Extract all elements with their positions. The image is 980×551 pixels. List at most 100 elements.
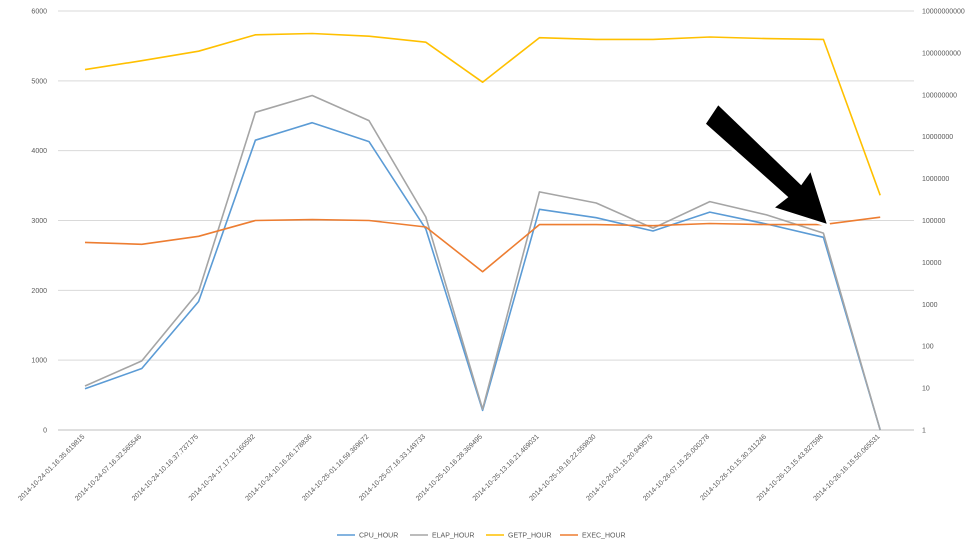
left-axis: 0 1000 2000 3000 4000 5000 6000 xyxy=(31,9,47,435)
right-tick-label: 100000000 xyxy=(922,92,957,99)
data-point-getp-hour xyxy=(879,194,881,196)
data-point-exec-hour xyxy=(879,216,881,218)
data-point-getp-hour xyxy=(311,32,313,34)
data-point-exec-hour xyxy=(709,222,711,224)
data-point-elap-hour xyxy=(197,291,199,293)
data-point-elap-hour xyxy=(481,408,483,410)
data-point-elap-hour xyxy=(652,227,654,229)
data-point-elap-hour xyxy=(709,200,711,202)
data-point-exec-hour xyxy=(84,241,86,243)
data-point-cpu-hour xyxy=(595,217,597,219)
data-point-exec-hour xyxy=(595,223,597,225)
right-tick-label: 1000000 xyxy=(922,176,949,183)
data-point-elap-hour xyxy=(765,214,767,216)
legend-label: GETP_HOUR xyxy=(508,533,552,540)
data-point-getp-hour xyxy=(765,37,767,39)
x-tick-label: 2014-10-24-01.16.35.619815 xyxy=(17,433,86,502)
data-point-getp-hour xyxy=(368,35,370,37)
right-axis: 1 10 100 1000 10000 100000 1000000 10000000 1000… xyxy=(922,9,965,435)
right-tick-label: 10000 xyxy=(922,260,942,267)
left-tick-label: 3000 xyxy=(31,218,47,225)
right-tick-label: 10000000000 xyxy=(922,9,965,16)
x-tick-label: 2014-10-24-17.17.12.160592 xyxy=(188,433,257,502)
data-point-cpu-hour xyxy=(368,140,370,142)
left-tick-label: 6000 xyxy=(31,9,47,16)
data-point-elap-hour xyxy=(84,385,86,387)
data-point-exec-hour xyxy=(481,270,483,272)
series-line-elap-hour xyxy=(84,94,881,431)
left-tick-label: 4000 xyxy=(31,148,47,155)
data-point-getp-hour xyxy=(652,38,654,40)
right-tick-label: 100 xyxy=(922,344,934,351)
data-point-getp-hour xyxy=(538,37,540,39)
data-point-getp-hour xyxy=(254,34,256,36)
x-tick-label: 2014-10-25-19.16.22.559830 xyxy=(529,433,598,502)
right-tick-label: 10 xyxy=(922,386,930,393)
gridlines xyxy=(58,10,914,431)
legend-label: ELAP_HOUR xyxy=(432,533,474,540)
data-point-exec-hour xyxy=(425,226,427,228)
data-point-elap-hour xyxy=(141,360,143,362)
data-point-getp-hour xyxy=(197,50,199,52)
right-tick-label: 1000000000 xyxy=(922,50,961,57)
series-line-cpu-hour xyxy=(84,121,881,431)
data-point-cpu-hour xyxy=(652,230,654,232)
data-point-elap-hour xyxy=(254,111,256,113)
arrow-icon xyxy=(702,100,832,229)
data-point-cpu-hour xyxy=(84,388,86,390)
left-tick-label: 2000 xyxy=(31,288,47,295)
x-tick-label: 2014-10-25-13.16.21.469031 xyxy=(472,433,541,502)
data-point-elap-hour xyxy=(538,191,540,193)
data-point-getp-hour xyxy=(84,68,86,70)
annotation-arrow xyxy=(702,100,832,229)
right-tick-label: 100000 xyxy=(922,218,945,225)
data-point-getp-hour xyxy=(595,38,597,40)
data-point-exec-hour xyxy=(141,243,143,245)
data-point-getp-hour xyxy=(709,36,711,38)
series-lines xyxy=(84,32,881,431)
legend-label: CPU_HOUR xyxy=(359,533,398,540)
series-line-exec-hour xyxy=(84,216,881,273)
x-tick-label: 2014-10-25-01.16.59.369672 xyxy=(301,433,370,502)
x-tick-label: 2014-10-25-07.16.33.149733 xyxy=(358,433,427,502)
x-axis: 2014-10-24-01.16.35.6198152014-10-24-07.… xyxy=(17,433,881,502)
series-line-getp-hour xyxy=(84,32,881,196)
right-tick-label: 1 xyxy=(922,428,926,435)
data-point-cpu-hour xyxy=(141,367,143,369)
data-point-elap-hour xyxy=(311,94,313,96)
data-point-exec-hour xyxy=(765,223,767,225)
x-tick-label: 2014-10-24-10.16.37.737175 xyxy=(131,433,200,502)
left-tick-label: 5000 xyxy=(31,78,47,85)
data-point-cpu-hour xyxy=(197,300,199,302)
x-tick-label: 2014-10-24-10.16.26.178836 xyxy=(245,433,314,502)
data-point-exec-hour xyxy=(652,225,654,227)
x-tick-label: 2014-10-26-16.15.50.065531 xyxy=(813,433,882,502)
right-tick-label: 10000000 xyxy=(922,134,953,141)
x-tick-label: 2014-10-26-13.15.43.827598 xyxy=(756,433,825,502)
left-tick-label: 1000 xyxy=(31,358,47,365)
x-tick-label: 2014-10-26-07.15.25.000278 xyxy=(642,433,711,502)
data-point-cpu-hour xyxy=(254,139,256,141)
data-point-getp-hour xyxy=(425,41,427,43)
data-point-exec-hour xyxy=(368,219,370,221)
data-point-cpu-hour xyxy=(538,208,540,210)
right-tick-label: 1000 xyxy=(922,302,938,309)
data-point-exec-hour xyxy=(538,223,540,225)
data-point-elap-hour xyxy=(595,202,597,204)
data-point-getp-hour xyxy=(481,81,483,83)
data-point-cpu-hour xyxy=(709,211,711,213)
x-tick-label: 2014-10-26-10.15.30.311246 xyxy=(699,433,768,502)
x-tick-label: 2014-10-26-01.15.20.949575 xyxy=(585,433,654,502)
data-point-cpu-hour xyxy=(311,122,313,124)
data-point-exec-hour xyxy=(254,219,256,221)
data-point-elap-hour xyxy=(879,429,881,431)
x-tick-label: 2014-10-24-07.16.32.565546 xyxy=(74,433,143,502)
legend: CPU_HOUR ELAP_HOUR GETP_HOUR EXEC_HOUR xyxy=(337,533,626,540)
data-point-elap-hour xyxy=(822,232,824,234)
data-point-getp-hour xyxy=(822,38,824,40)
legend-label: EXEC_HOUR xyxy=(582,533,626,540)
x-tick-label: 2014-10-25-10.16.28.369495 xyxy=(415,433,484,502)
data-point-exec-hour xyxy=(197,235,199,237)
left-tick-label: 0 xyxy=(43,428,47,435)
